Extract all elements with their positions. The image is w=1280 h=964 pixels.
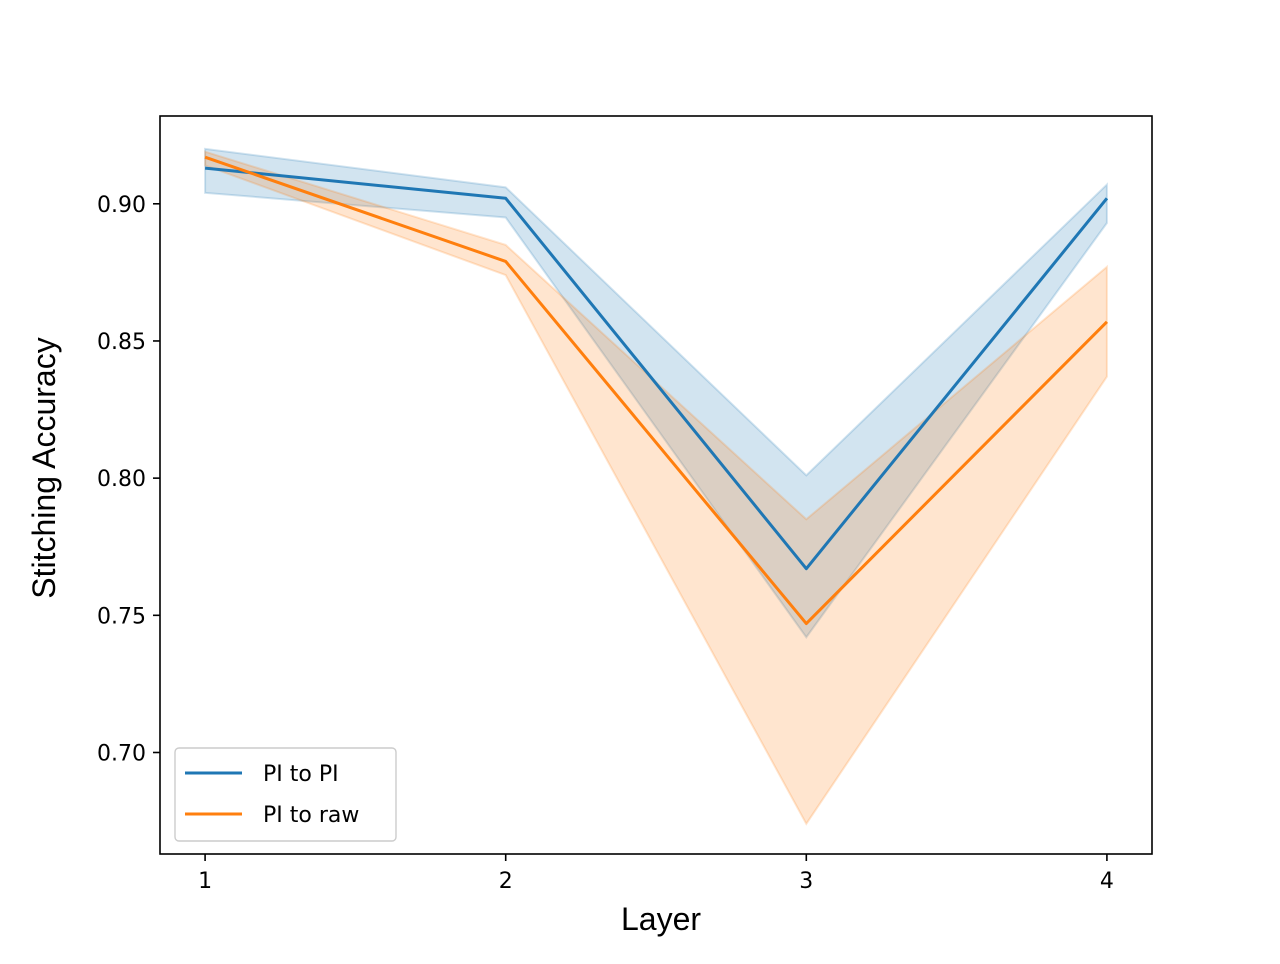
y-tick-label: 0.80 (97, 467, 146, 492)
y-tick-label: 0.85 (97, 330, 146, 355)
plot-frame (159, 115, 1153, 855)
x-tick-label: 3 (799, 869, 813, 894)
confidence-band-2 (204, 150, 1108, 826)
y-tick-label: 0.70 (97, 741, 146, 766)
x-tick-label: 4 (1100, 869, 1114, 894)
axes: 1 2 3 4 0.70 0.75 0.80 0.85 0.90 (97, 115, 1153, 894)
series-lines (204, 155, 1109, 626)
legend: PI to PI PI to raw (174, 747, 397, 842)
legend-box (174, 747, 397, 842)
y-axis-title: Stitching Accuracy (26, 337, 62, 598)
legend-label-1: PI to PI (263, 762, 339, 787)
x-tick-label: 1 (198, 869, 212, 894)
y-tick-label: 0.75 (97, 604, 146, 629)
x-tick-label: 2 (499, 869, 513, 894)
x-axis-title: Layer (621, 901, 701, 937)
series-line-2 (204, 155, 1108, 626)
confidence-bands (204, 147, 1108, 826)
confidence-band-1 (204, 147, 1108, 639)
series-line-1 (204, 166, 1109, 571)
y-tick-label: 0.90 (97, 193, 146, 218)
legend-label-2: PI to raw (263, 803, 359, 828)
